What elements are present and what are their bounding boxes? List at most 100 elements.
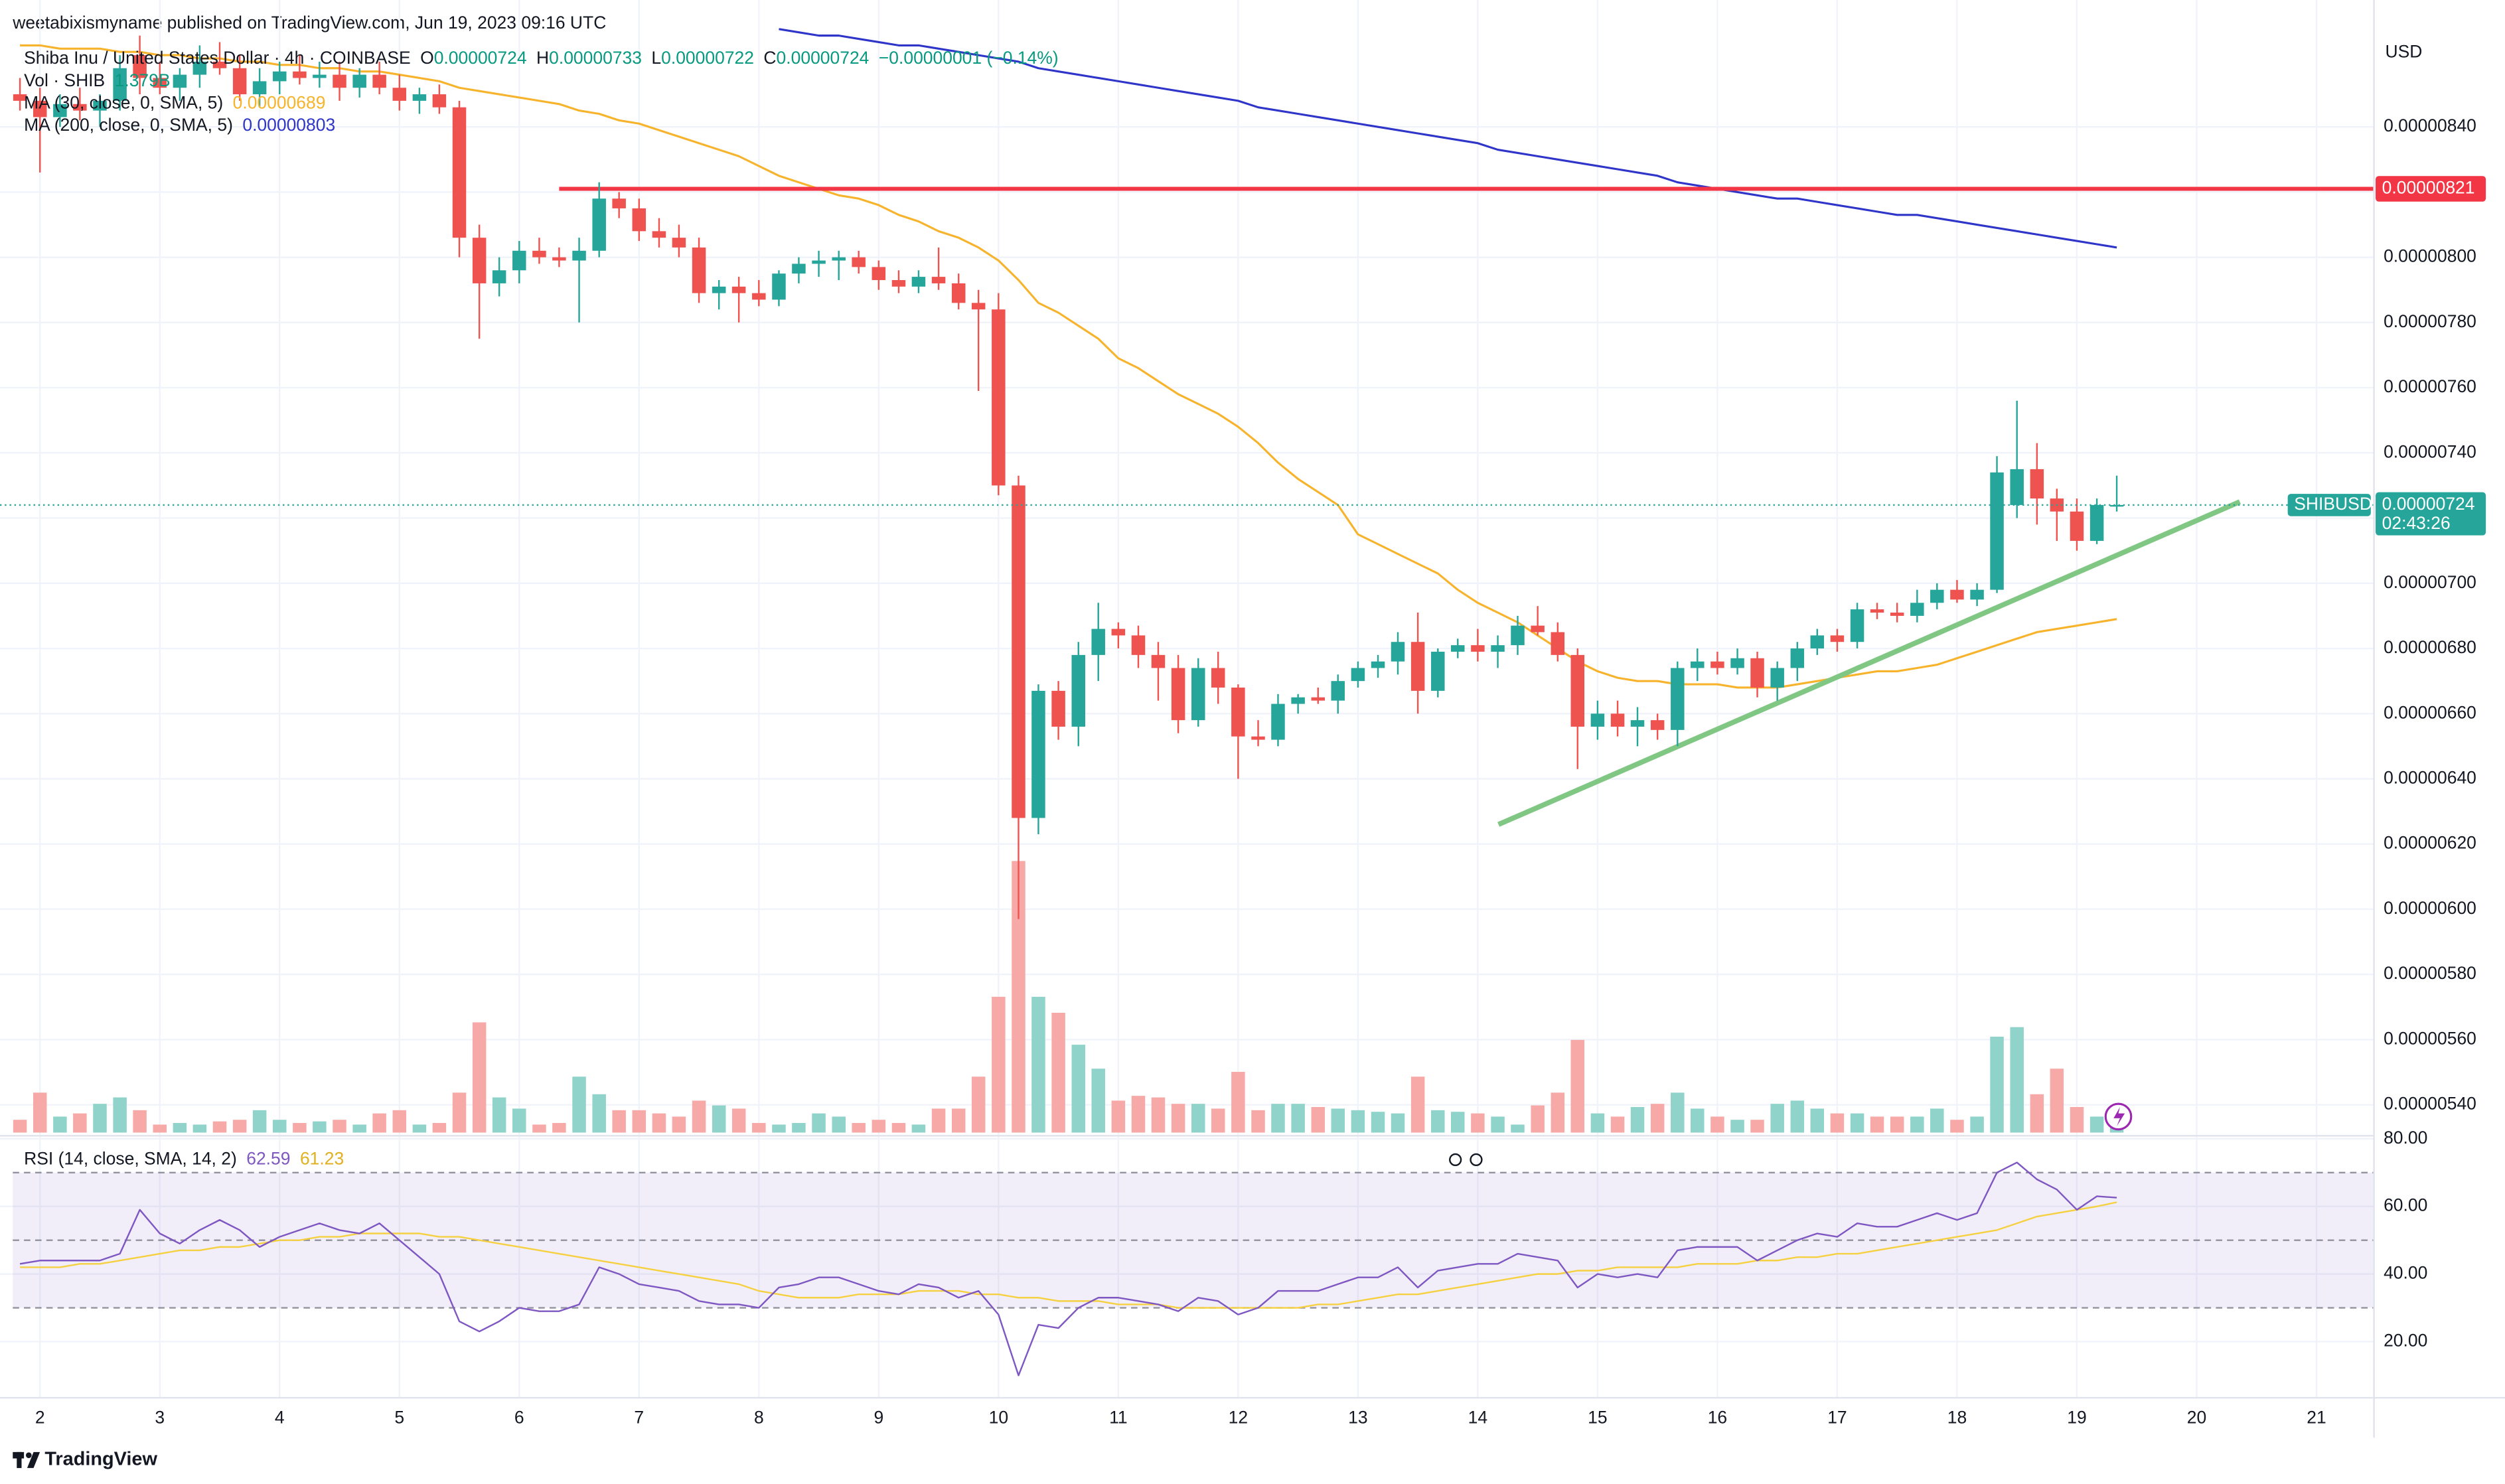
volume-bar <box>1450 1112 1465 1133</box>
legend-value: 0.00000724 <box>777 48 870 68</box>
volume-bar <box>512 1108 526 1133</box>
volume-bar <box>692 1100 706 1133</box>
volume-bar <box>1610 1116 1625 1133</box>
legend-volume: Vol · SHIB 1.379B <box>24 70 170 90</box>
volume-bar <box>293 1123 307 1133</box>
logo-part <box>27 1451 40 1468</box>
candle-body <box>992 309 1006 486</box>
candle-body <box>1131 635 1146 655</box>
volume-bar <box>1570 1039 1585 1133</box>
candle-body <box>93 100 107 111</box>
candle-body <box>1710 661 1724 668</box>
legend-value: 61.23 <box>300 1148 344 1168</box>
candle-body <box>212 61 227 68</box>
legend-title: Shiba Inu / United States Dollar · 4h · … <box>24 48 411 68</box>
price-label-box <box>2376 176 2486 202</box>
trend-line <box>1497 499 2241 827</box>
x-tick-label: 3 <box>155 1407 165 1427</box>
candle-body <box>731 286 746 293</box>
candle-body <box>1610 713 1625 727</box>
volume-bar <box>1650 1104 1665 1133</box>
candle-body <box>2030 469 2044 499</box>
candle-body <box>1291 697 1305 704</box>
candle-body <box>1151 654 1166 668</box>
legend-value: 0.00000722 <box>661 48 754 68</box>
candle-body <box>2109 504 2124 507</box>
y-tick-label: 0.00000640 <box>2384 768 2476 788</box>
volume-bar <box>73 1113 87 1133</box>
y-tick-label: 0.00000660 <box>2384 702 2476 722</box>
volume-bar <box>1291 1104 1305 1133</box>
moving-average <box>779 28 2117 249</box>
legend-main: Shiba Inu / United States Dollar · 4h · … <box>24 48 1059 68</box>
volume-bar <box>1371 1112 1385 1133</box>
y-tick-label: 0.00000760 <box>2384 376 2476 396</box>
legend-ma: MA (200, close, 0, SMA, 5) 0.00000803 <box>24 115 335 135</box>
volume-bar <box>1410 1076 1425 1133</box>
volume-bar <box>1671 1092 1685 1133</box>
candle-body <box>1071 654 1085 727</box>
candle-body <box>1450 645 1465 652</box>
volume-bar <box>752 1123 766 1133</box>
volume-bar <box>992 996 1006 1133</box>
candle-body <box>1870 609 1884 613</box>
y-tick-label: 0.00000780 <box>2384 311 2476 331</box>
candle-body <box>1031 690 1045 818</box>
footer-brand: TradingView <box>44 1449 157 1470</box>
y-tick-label: 0.00000800 <box>2384 246 2476 266</box>
volume-bar <box>2030 1094 2044 1133</box>
legend-rsi: RSI (14, close, SMA, 14, 2) 62.59 61.23 <box>24 1148 344 1168</box>
volume-bar <box>911 1124 926 1133</box>
volume-bar <box>1311 1106 1326 1133</box>
candle-body <box>1431 651 1445 691</box>
volume-bar <box>252 1110 267 1133</box>
candle-body <box>1351 668 1365 682</box>
x-tick-label: 18 <box>1947 1407 1967 1427</box>
legend-value: 0.00000724 <box>434 48 527 68</box>
volume-bar <box>432 1123 447 1133</box>
x-tick-label: 12 <box>1229 1407 1248 1427</box>
rsi-icon[interactable] <box>1449 1153 1462 1167</box>
volume-bar <box>13 1120 27 1133</box>
legend-name: MA (200, close, 0, SMA, 5) <box>24 115 233 135</box>
volume-bar <box>1431 1110 1445 1133</box>
candle-body <box>512 250 526 271</box>
candle-body <box>672 238 686 248</box>
volume-bar <box>592 1094 606 1133</box>
rsi-line <box>19 1161 2117 1376</box>
rsi-icon[interactable] <box>1470 1153 1483 1167</box>
volume-bar <box>772 1124 786 1133</box>
candle-body <box>492 270 506 283</box>
volume-bar <box>1970 1116 1984 1133</box>
candle-body <box>812 260 826 264</box>
candle-body <box>1590 713 1605 727</box>
moving-average <box>20 44 2117 689</box>
volume-bar <box>532 1124 546 1133</box>
legend-name: MA (30, close, 0, SMA, 5) <box>24 92 223 112</box>
candle-body <box>652 231 666 238</box>
volume-bar <box>1590 1113 1605 1133</box>
x-tick-label: 2 <box>35 1407 45 1427</box>
volume-bar <box>1391 1113 1405 1133</box>
candle-body <box>1850 609 1864 642</box>
volume-bar <box>2070 1106 2084 1133</box>
candle-body <box>53 104 67 117</box>
volume-bar <box>313 1121 327 1133</box>
volume-bar <box>1531 1105 1545 1133</box>
volume-bar <box>33 1092 47 1133</box>
x-tick-label: 8 <box>754 1407 764 1427</box>
candle-body <box>1231 687 1245 737</box>
volume-bar <box>372 1113 386 1133</box>
candle-body <box>1371 661 1385 668</box>
volume-bar <box>1750 1120 1764 1133</box>
volume-bar <box>1551 1092 1565 1133</box>
x-tick-label: 19 <box>2067 1407 2086 1427</box>
x-tick-label: 9 <box>873 1407 883 1427</box>
x-tick-label: 6 <box>514 1407 524 1427</box>
candle-body <box>1211 668 1225 688</box>
volume-bar <box>1251 1110 1265 1133</box>
candle-body <box>1910 603 1924 616</box>
logo-part <box>25 1452 32 1459</box>
volume-bar <box>1730 1120 1744 1133</box>
candle-body <box>432 94 447 108</box>
